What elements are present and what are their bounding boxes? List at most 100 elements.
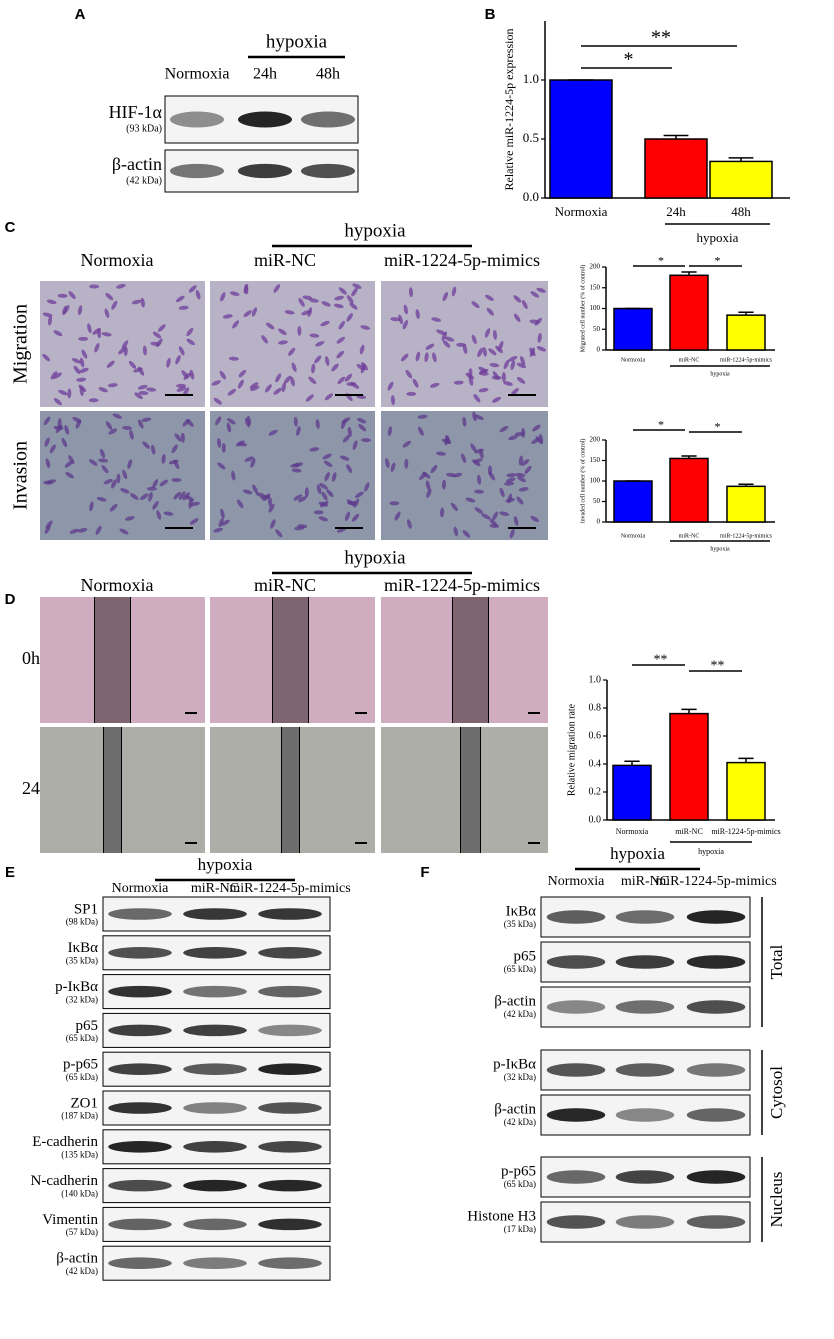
cell (387, 381, 394, 391)
significance-label: * (658, 418, 664, 432)
size-label: (42 kDa) (66, 1266, 98, 1276)
cell (344, 511, 351, 522)
cell (226, 418, 236, 425)
cell (346, 464, 353, 474)
cell (161, 453, 166, 464)
cell (175, 355, 181, 365)
cell (338, 320, 345, 330)
fraction-label: Cytosol (767, 1066, 786, 1119)
bar (669, 457, 709, 523)
blot-band (546, 910, 606, 924)
size-label: (42 kDa) (126, 176, 162, 187)
cell (121, 340, 129, 349)
cell (517, 476, 527, 483)
cell (302, 295, 313, 300)
micrograph (40, 727, 205, 853)
group-label: hypoxia (698, 847, 724, 856)
cell (45, 458, 51, 469)
cell (352, 440, 358, 450)
cell (65, 472, 75, 479)
blot-band (615, 955, 675, 969)
cell (260, 495, 271, 500)
cell (87, 323, 92, 334)
cell (291, 468, 302, 473)
cell (53, 425, 64, 430)
cell (488, 471, 496, 481)
cell (107, 383, 118, 388)
cell (174, 433, 182, 442)
cell (315, 418, 320, 429)
cell (450, 502, 458, 511)
cell (44, 524, 51, 534)
cell (101, 465, 109, 474)
cell (226, 422, 232, 433)
cell (470, 443, 477, 453)
protein-label: p-p65 (63, 1057, 98, 1073)
x-tick-label: Normoxia (621, 533, 646, 539)
y-tick-label: 200 (590, 436, 601, 444)
cell (103, 478, 113, 485)
lane-label: miR-NC (621, 874, 669, 889)
cell (364, 482, 370, 492)
cell (105, 292, 114, 301)
group-label: hypoxia (198, 855, 253, 874)
cell (453, 526, 459, 537)
cell (221, 442, 226, 453)
cell (478, 366, 488, 373)
y-tick-label: 0.5 (523, 130, 539, 145)
y-tick-label: 150 (590, 456, 601, 464)
blot-band (183, 1102, 247, 1114)
blot-band (108, 985, 172, 998)
cell (360, 362, 369, 371)
x-tick-label: miR-1224-5p-mimics (720, 357, 773, 363)
blot-band (615, 1170, 675, 1184)
cell (337, 376, 346, 385)
cell (339, 455, 350, 461)
cell (166, 357, 171, 368)
cell (281, 382, 286, 393)
blot-band (108, 947, 172, 959)
cell (326, 489, 334, 498)
cell (237, 379, 244, 389)
cell (156, 510, 162, 520)
column-label: miR-1224-5p-mimics (384, 575, 540, 595)
cell (119, 528, 129, 535)
cell (538, 433, 544, 444)
cell (138, 390, 149, 396)
cell (340, 419, 347, 429)
cell (127, 459, 133, 469)
cell (311, 363, 316, 374)
cell (406, 519, 412, 529)
y-tick-label: 50 (593, 325, 601, 333)
column-label: miR-NC (254, 575, 316, 595)
cell (133, 367, 143, 373)
cell (244, 456, 254, 462)
cell (342, 434, 351, 443)
blot-band (183, 1063, 247, 1075)
cell (305, 394, 314, 402)
blot-band (615, 1108, 675, 1122)
blot-band (108, 908, 172, 920)
cell (78, 336, 89, 341)
cell (44, 437, 50, 447)
protein-label: Histone H3 (467, 1209, 536, 1225)
cell (152, 500, 159, 510)
cell (69, 528, 80, 534)
micrograph (210, 281, 375, 407)
cell (322, 453, 332, 460)
cell (530, 291, 540, 298)
cell (106, 360, 115, 368)
cell (334, 295, 344, 301)
cell (441, 479, 447, 490)
size-label: (42 kDa) (504, 1117, 536, 1127)
cell (188, 498, 193, 509)
cell (324, 471, 330, 482)
cell (477, 474, 482, 485)
cell (324, 356, 330, 366)
size-label: (32 kDa) (66, 994, 98, 1004)
cell (264, 384, 272, 393)
cell (402, 320, 409, 330)
lane-label: Normoxia (548, 874, 606, 889)
cell (403, 304, 408, 315)
cell (293, 462, 304, 467)
